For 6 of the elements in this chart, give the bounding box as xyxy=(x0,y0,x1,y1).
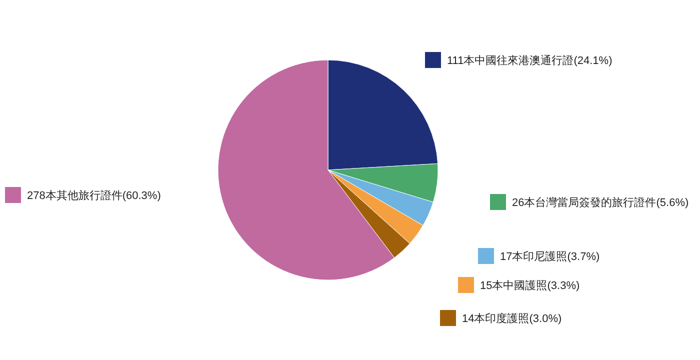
legend-label: 26本台灣當局簽發的旅行證件(5.6%) xyxy=(512,196,689,209)
legend-label: 17本印尼護照(3.7%) xyxy=(500,250,600,263)
legend-label: 278本其他旅行證件(60.3%) xyxy=(27,189,161,202)
legend-label: 111本中國往來港澳通行證(24.1%) xyxy=(447,54,612,67)
legend-label: 15本中國護照(3.3%) xyxy=(480,279,580,292)
legend-label: 14本印度護照(3.0%) xyxy=(462,312,562,325)
